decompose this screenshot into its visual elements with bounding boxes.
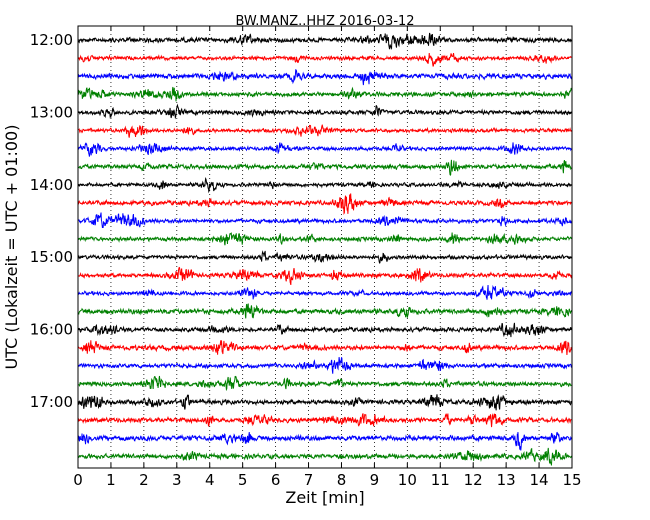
- seismogram-trace: [78, 103, 572, 120]
- seismogram-trace: [78, 193, 572, 215]
- seismogram-trace: [78, 340, 572, 355]
- y-tick-label: 16:00: [30, 321, 73, 339]
- y-tick-label: 14:00: [30, 176, 73, 194]
- x-tick-label: 3: [172, 471, 182, 489]
- seismogram-trace: [78, 52, 572, 67]
- seismogram-trace: [78, 32, 572, 51]
- seismogram-trace: [78, 266, 572, 286]
- seismogram-trace: [78, 231, 572, 246]
- seismogram-traces: [78, 32, 572, 466]
- seismogram-trace: [78, 375, 572, 392]
- seismogram-trace: [78, 394, 572, 411]
- y-axis-label: UTC (Lokalzeit = UTC + 01:00): [2, 125, 21, 370]
- seismogram-trace: [78, 322, 572, 338]
- seismogram-trace: [78, 250, 572, 264]
- x-tick-label: 15: [562, 471, 581, 489]
- x-tick-label: 9: [370, 471, 380, 489]
- seismogram-trace: [78, 86, 572, 102]
- seismogram-trace: [78, 176, 572, 194]
- seismogram-trace: [78, 212, 572, 229]
- x-axis-label: Zeit [min]: [285, 488, 364, 507]
- y-tick-label: 17:00: [30, 393, 73, 411]
- x-tick-label: 6: [271, 471, 281, 489]
- x-tick-label: 0: [73, 471, 83, 489]
- seismogram-trace: [78, 284, 572, 300]
- grid-lines: [110, 26, 540, 468]
- seismogram-trace: [78, 431, 572, 451]
- chart-title: BW.MANZ..HHZ 2016-03-12: [235, 14, 414, 29]
- seismogram-trace: [78, 357, 572, 374]
- x-tick-label: 8: [337, 471, 347, 489]
- x-tick-label: 2: [139, 471, 149, 489]
- seismogram-trace: [78, 447, 572, 466]
- seismogram-trace: [78, 303, 572, 319]
- x-tick-label: 7: [304, 471, 314, 489]
- x-tick-label: 14: [530, 471, 549, 489]
- x-tick-label: 11: [431, 471, 450, 489]
- x-tick-label: 4: [205, 471, 215, 489]
- x-tick-label: 12: [464, 471, 483, 489]
- seismogram-trace: [78, 413, 572, 428]
- x-tick-label: 1: [106, 471, 116, 489]
- y-tick-label: 15:00: [30, 248, 73, 266]
- seismogram-trace: [78, 142, 572, 157]
- x-tick-label: 13: [497, 471, 516, 489]
- plot-frame: [77, 25, 573, 469]
- seismogram-trace: [78, 69, 572, 86]
- x-tick-label: 10: [398, 471, 417, 489]
- x-axis-ticks: 0 1 2 3 4 5 6 7 8 9 10 11 12 13 14 15: [73, 26, 582, 489]
- y-axis-ticks: 12:00 13:00 14:00 15:00 16:00 17:00: [30, 31, 572, 411]
- x-tick-label: 5: [238, 471, 248, 489]
- y-tick-label: 13:00: [30, 103, 73, 121]
- y-tick-label: 12:00: [30, 31, 73, 49]
- seismogram-trace: [78, 123, 572, 138]
- seismogram-trace: [78, 159, 572, 176]
